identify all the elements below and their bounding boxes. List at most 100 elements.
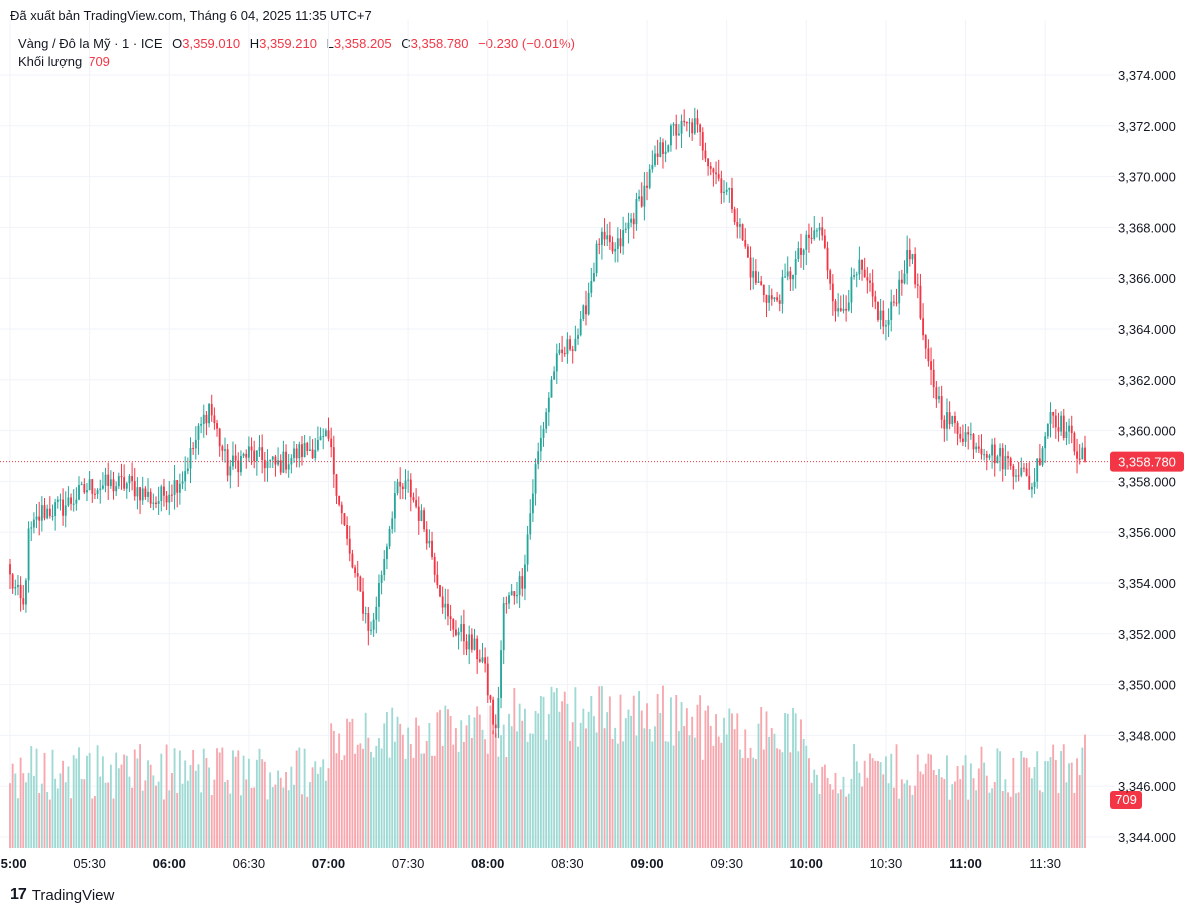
candle-body — [303, 442, 306, 457]
symbol-title[interactable]: Vàng / Đô la Mỹ · 1 · ICE — [18, 36, 163, 51]
candle-body — [680, 120, 683, 134]
candle-body — [717, 174, 720, 179]
candle-body — [91, 479, 94, 494]
volume-bar — [48, 799, 51, 848]
candle-body — [574, 338, 577, 351]
candle-body — [17, 584, 19, 588]
candle-body — [452, 619, 455, 630]
high-label: H — [249, 36, 260, 51]
volume-bar — [19, 757, 22, 848]
volume-bar — [335, 753, 338, 848]
volume-bar — [736, 713, 739, 848]
candle-body — [553, 371, 556, 380]
candle-body — [338, 495, 341, 505]
volume-bar — [263, 761, 266, 848]
volume-bar — [439, 709, 441, 848]
volume-bar — [720, 742, 723, 848]
candle-body — [728, 188, 731, 190]
volume-bar — [380, 748, 383, 848]
volume-bar — [635, 735, 638, 848]
volume-bar — [935, 774, 938, 848]
y-tick-label: 3,362.000 — [1118, 373, 1176, 388]
volume-bar — [109, 764, 112, 848]
candle-body — [449, 616, 452, 620]
candle-body — [863, 269, 866, 278]
candle-body — [871, 282, 874, 297]
candle-body — [861, 259, 863, 270]
candle-body — [9, 564, 11, 575]
candle-body — [372, 619, 375, 630]
candle-body — [22, 598, 25, 605]
volume-bar — [367, 737, 370, 848]
candle-body — [539, 437, 542, 452]
candle-body — [508, 595, 510, 604]
candle-body — [964, 432, 967, 442]
candle-body — [322, 436, 325, 438]
volume-bar — [32, 775, 35, 848]
volume-bar — [669, 697, 672, 848]
candle-body — [234, 455, 237, 461]
volume-bar — [563, 691, 566, 848]
volume-bar — [375, 745, 378, 848]
volume-bar — [871, 758, 874, 848]
candle-body — [447, 603, 449, 617]
volume-bar — [969, 763, 972, 848]
tradingview-logo[interactable]: 17 TradingView — [10, 886, 114, 904]
volume-bar — [476, 706, 479, 848]
candle-body — [311, 449, 314, 459]
candle-body — [56, 499, 59, 503]
candle-body — [200, 423, 203, 426]
volume-bar — [757, 723, 760, 848]
candle-body — [725, 189, 728, 192]
volume-bar — [316, 773, 319, 848]
volume-bar — [27, 772, 30, 848]
volume-bar — [362, 748, 364, 848]
candle-body — [571, 349, 574, 351]
candle-body — [396, 481, 399, 494]
candle-body — [969, 434, 972, 436]
volume-bar — [189, 764, 192, 848]
candle-body — [32, 519, 35, 528]
candle-body — [954, 415, 956, 423]
volume-bar — [961, 765, 964, 848]
volume-bar — [88, 752, 91, 848]
candle-body — [19, 584, 22, 599]
candle-body — [494, 724, 497, 729]
candle-body — [608, 235, 611, 243]
volume-bar — [1054, 759, 1057, 848]
volume-bar — [425, 740, 428, 848]
volume-bar — [176, 793, 179, 848]
x-tick-label: 09:00 — [630, 856, 663, 871]
candle-body — [558, 349, 561, 354]
volume-bar — [194, 770, 197, 848]
volume-bar — [691, 716, 694, 848]
volume-bar — [210, 795, 213, 848]
volume-bar — [874, 760, 877, 848]
candle-body — [619, 238, 622, 247]
volume-bar — [810, 782, 813, 848]
candle-body — [648, 169, 651, 188]
volume-bar — [845, 796, 848, 848]
volume-bar — [616, 743, 619, 848]
volume-bar — [306, 796, 309, 848]
candle-body — [972, 434, 975, 450]
candle-body — [956, 422, 959, 434]
volume-bar — [675, 694, 678, 848]
volume-bar — [749, 747, 752, 848]
volume-bar — [752, 757, 755, 848]
candle-body — [412, 497, 415, 501]
candle-body — [343, 513, 346, 526]
candle-body — [985, 454, 988, 458]
candle-body — [101, 485, 104, 489]
volume-bar — [1030, 778, 1033, 848]
volume-bar — [250, 787, 253, 848]
high-value: 3,359.210 — [259, 36, 317, 51]
volume-bar — [346, 718, 349, 848]
candle-body — [569, 339, 571, 350]
volume-bar — [35, 748, 38, 848]
candle-body — [906, 249, 909, 274]
candle-body — [524, 564, 526, 589]
volume-bar — [14, 773, 17, 848]
volume-bar — [131, 787, 134, 848]
